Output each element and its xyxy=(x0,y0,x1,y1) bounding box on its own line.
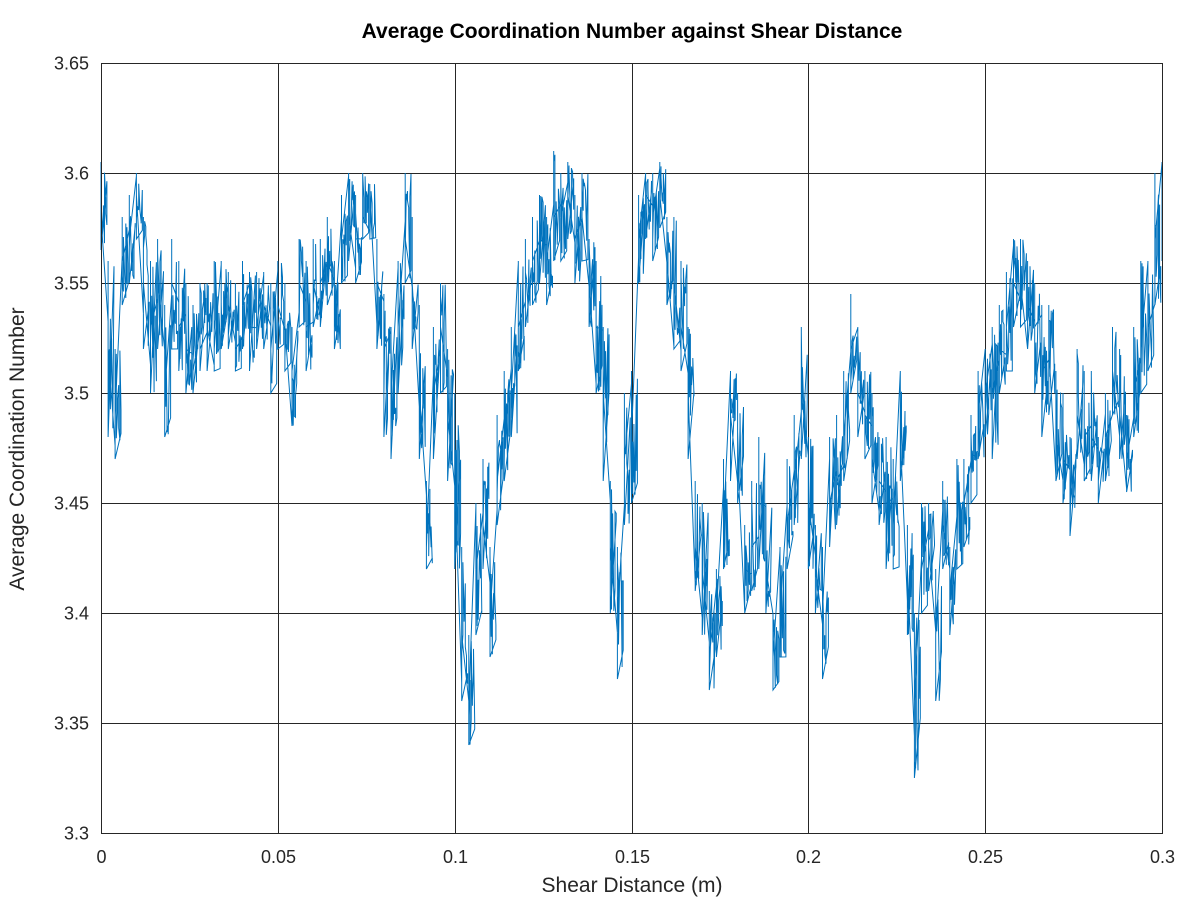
x-tick-label: 0.25 xyxy=(968,847,1003,867)
x-tick-label: 0.1 xyxy=(443,847,468,867)
y-tick-label: 3.4 xyxy=(64,604,89,624)
y-tick-label: 3.6 xyxy=(64,164,89,184)
x-tick-label: 0.15 xyxy=(615,847,650,867)
series-layer xyxy=(100,151,1163,779)
tick-labels: 0 0.05 0.1 0.15 0.2 0.25 0.3 3.3 3.35 3.4 3.45 3.5 3… xyxy=(54,54,1175,868)
plot-frame xyxy=(101,63,1163,834)
chart-title: Average Coordination Number against Shea… xyxy=(362,20,903,43)
y-tick-label: 3.5 xyxy=(64,384,89,404)
y-tick-label: 3.65 xyxy=(54,54,89,74)
x-tick-label: 0.3 xyxy=(1150,847,1175,867)
x-axis-label: Shear Distance (m) xyxy=(542,874,723,897)
x-tick-label: 0 xyxy=(96,847,106,867)
series-line xyxy=(100,151,1163,779)
x-tick-label: 0.2 xyxy=(796,847,821,867)
y-tick-label: 3.55 xyxy=(54,274,89,294)
y-tick-label: 3.3 xyxy=(64,824,89,844)
y-tick-label: 3.45 xyxy=(54,494,89,514)
y-axis-label: Average Coordination Number xyxy=(6,307,29,590)
x-tick-label: 0.05 xyxy=(261,847,296,867)
y-tick-label: 3.35 xyxy=(54,714,89,734)
